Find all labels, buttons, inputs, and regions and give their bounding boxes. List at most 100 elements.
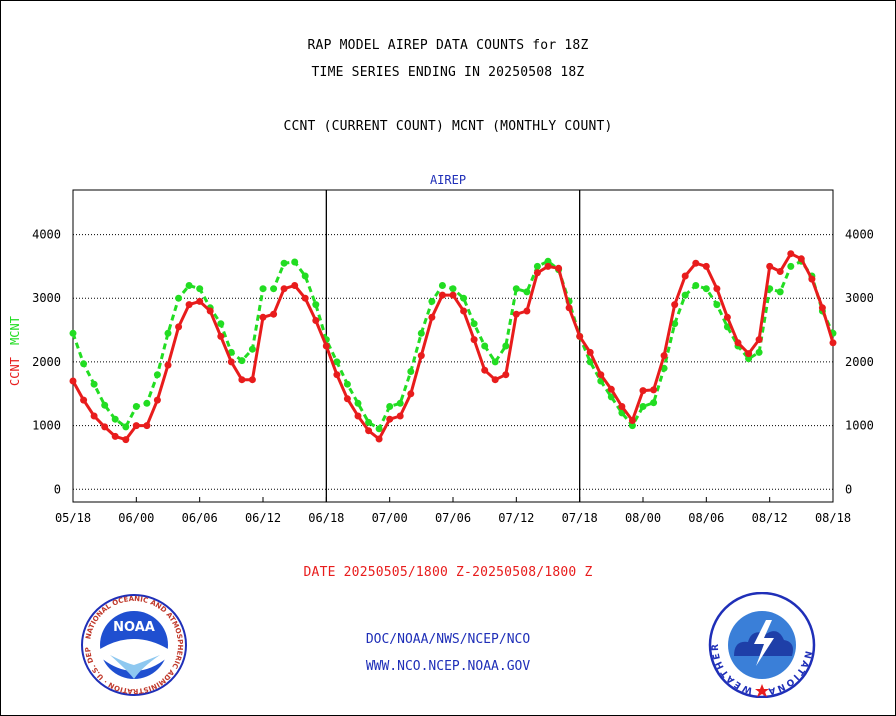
data-point-ccnt: [734, 339, 742, 347]
data-point-ccnt: [491, 376, 499, 384]
data-point-ccnt: [333, 371, 341, 379]
data-point-ccnt: [80, 396, 88, 404]
data-point-ccnt: [417, 352, 425, 360]
x-tick-label: 06/12: [245, 511, 281, 525]
data-point-ccnt: [270, 310, 278, 318]
x-tick-label: 08/18: [815, 511, 851, 525]
data-point-ccnt: [101, 423, 109, 431]
data-point-ccnt: [449, 291, 457, 299]
y-tick-label-left: 0: [54, 482, 61, 496]
data-point-mcnt: [101, 401, 109, 409]
data-point-ccnt: [375, 435, 383, 443]
data-point-mcnt: [248, 345, 256, 353]
data-point-ccnt: [628, 417, 636, 424]
data-point-ccnt: [164, 361, 172, 369]
data-point-ccnt: [808, 275, 816, 283]
data-point-ccnt: [713, 285, 721, 293]
data-point-ccnt: [818, 304, 826, 312]
x-tick-label: 06/00: [118, 511, 154, 525]
y-tick-label-right: 2000: [845, 355, 874, 369]
data-point-mcnt: [386, 403, 394, 410]
chart-title-line2: TIME SERIES ENDING IN 20250508 18Z: [311, 65, 585, 80]
y-tick-label-left: 1000: [32, 419, 61, 433]
data-point-ccnt: [607, 385, 615, 393]
data-point-mcnt: [481, 342, 489, 350]
y-tick-label-right: 4000: [845, 228, 874, 242]
data-point-ccnt: [69, 377, 77, 385]
data-point-ccnt: [396, 412, 404, 420]
x-tick-label: 08/12: [752, 511, 788, 525]
data-point-ccnt: [407, 390, 415, 398]
data-point-mcnt: [470, 320, 478, 328]
data-point-mcnt: [502, 342, 510, 350]
data-point-ccnt: [755, 336, 763, 344]
data-point-ccnt: [481, 366, 489, 374]
plot-border: [72, 189, 834, 503]
data-point-ccnt: [301, 294, 309, 302]
data-point-ccnt: [533, 269, 541, 277]
data-point-ccnt: [745, 350, 753, 358]
website-link[interactable]: WWW.NCO.NCEP.NOAA.GOV: [365, 659, 531, 674]
data-point-ccnt: [797, 255, 805, 263]
data-point-mcnt: [259, 285, 267, 293]
data-point-mcnt: [196, 285, 204, 293]
data-point-ccnt: [776, 268, 784, 275]
y-tick-label-right: 1000: [845, 419, 874, 433]
x-tick-label: 07/06: [435, 511, 471, 525]
data-point-mcnt: [396, 399, 404, 407]
data-point-ccnt: [555, 264, 563, 272]
y-tick-label-left: 3000: [32, 291, 61, 305]
data-point-ccnt: [365, 427, 373, 435]
data-point-mcnt: [270, 285, 278, 293]
data-point-ccnt: [386, 415, 394, 423]
data-point-ccnt: [766, 262, 774, 270]
data-point-mcnt: [122, 423, 130, 431]
data-point-ccnt: [111, 432, 119, 440]
data-point-mcnt: [449, 285, 457, 293]
data-point-ccnt: [829, 339, 837, 347]
data-point-mcnt: [713, 301, 721, 309]
data-point-ccnt: [502, 371, 510, 379]
x-tick-label: 08/00: [625, 511, 661, 525]
data-point-ccnt: [460, 307, 468, 315]
data-point-mcnt: [650, 399, 658, 407]
data-point-mcnt: [143, 399, 151, 407]
data-point-mcnt: [238, 357, 246, 365]
data-point-mcnt: [681, 291, 689, 299]
data-point-mcnt: [185, 282, 193, 289]
data-point-mcnt: [365, 418, 373, 426]
data-point-mcnt: [512, 285, 520, 293]
data-point-ccnt: [565, 304, 573, 312]
data-point-ccnt: [671, 301, 679, 309]
data-point-mcnt: [660, 364, 668, 372]
y-label-ccnt: CCNT: [8, 357, 22, 386]
data-point-mcnt: [607, 393, 615, 401]
data-point-mcnt: [460, 294, 468, 302]
data-point-mcnt: [343, 380, 351, 388]
data-point-mcnt: [407, 368, 415, 375]
data-point-ccnt: [702, 262, 710, 270]
data-point-ccnt: [196, 297, 204, 305]
data-point-ccnt: [586, 348, 594, 356]
data-point-ccnt: [723, 313, 731, 321]
x-tick-label: 07/00: [372, 511, 408, 525]
data-point-mcnt: [301, 272, 309, 280]
x-tick-label: 07/18: [562, 511, 598, 525]
data-point-mcnt: [217, 320, 225, 328]
data-point-ccnt: [217, 332, 225, 340]
nws-logo: NATIONAL WEATHER SERVICE: [708, 592, 816, 698]
data-point-ccnt: [153, 396, 161, 404]
series-line-ccnt: [71, 252, 835, 442]
legend-description: CCNT (CURRENT COUNT) MCNT (MONTHLY COUNT…: [283, 119, 613, 134]
data-point-mcnt: [375, 425, 383, 433]
series-layer: [69, 250, 837, 444]
data-point-ccnt: [206, 307, 214, 315]
data-point-ccnt: [354, 412, 362, 420]
data-point-mcnt: [755, 348, 763, 356]
data-point-mcnt: [628, 422, 636, 430]
data-point-mcnt: [702, 285, 710, 293]
data-point-mcnt: [153, 371, 161, 379]
chart-title-line1: RAP MODEL AIREP DATA COUNTS for 18Z: [307, 38, 589, 53]
data-point-ccnt: [681, 272, 689, 280]
y-tick-label-left: 2000: [32, 355, 61, 369]
